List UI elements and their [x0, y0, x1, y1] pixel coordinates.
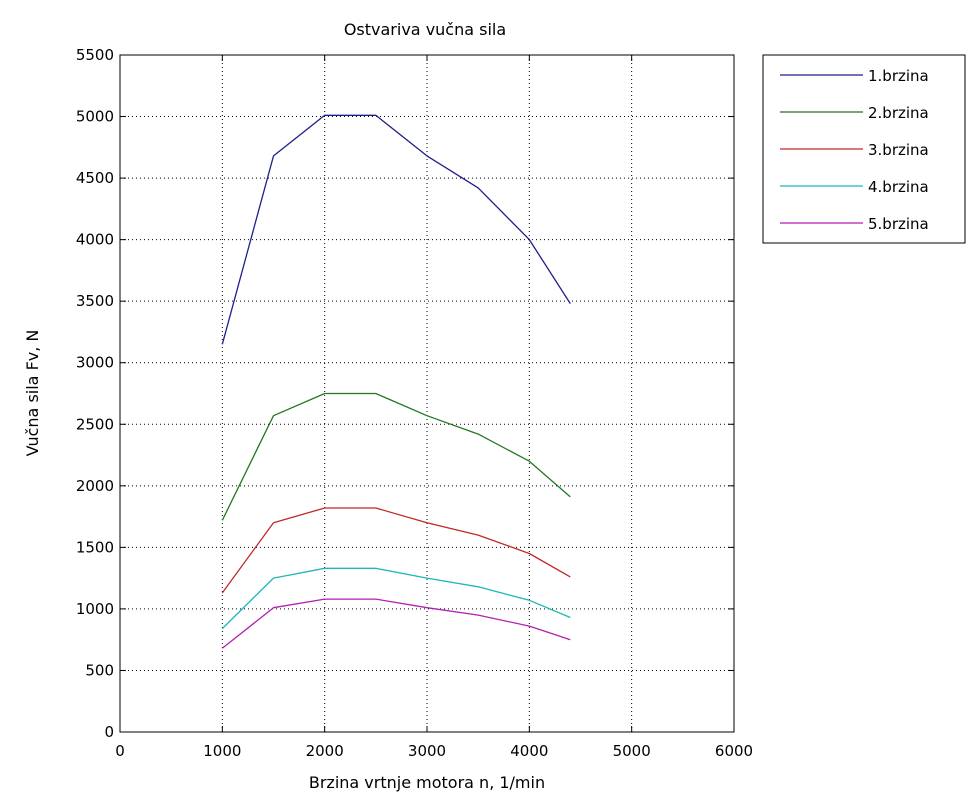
chart-title: Ostvariva vučna sila	[344, 20, 506, 39]
y-tick-label: 1500	[76, 538, 114, 556]
y-tick-label: 500	[85, 661, 114, 679]
series-line-1-brzina	[221, 114, 571, 345]
y-tick-label: 4500	[76, 169, 114, 187]
y-tick-label: 5000	[76, 108, 114, 126]
legend: 1.brzina 2.brzina 3.brzina 4.brzina 5.brzina	[762, 54, 966, 244]
legend-label: 5.brzina	[868, 215, 929, 233]
series-line-4-brzina	[221, 567, 571, 630]
x-axis-title: Brzina vrtnje motora n, 1/min	[309, 773, 545, 792]
y-tick-label: 1000	[76, 600, 114, 618]
y-tick-label: 4000	[76, 231, 114, 249]
legend-box	[762, 54, 966, 244]
y-tick-label: 3500	[76, 292, 114, 310]
y-tick-label: 0	[104, 723, 114, 741]
series-line-5-brzina	[221, 598, 571, 649]
x-tick-label: 3000	[408, 742, 446, 760]
y-tick-label: 2500	[76, 415, 114, 433]
x-tick-label: 6000	[715, 742, 753, 760]
series-line-2-brzina	[221, 392, 571, 521]
x-tick-label: 1000	[203, 742, 241, 760]
x-tick-label: 5000	[613, 742, 651, 760]
x-tick-label: 4000	[510, 742, 548, 760]
y-tick-label: 2000	[76, 477, 114, 495]
series-layer	[221, 114, 571, 649]
legend-label: 2.brzina	[868, 104, 929, 122]
y-axis-title: Vučna sila Fv, N	[23, 330, 42, 457]
x-tick-label: 0	[115, 742, 125, 760]
legend-label: 1.brzina	[868, 67, 929, 85]
y-axis-ticks: 0 500 1000 1500 2000 2500 3000 3500 4000 4500 5000…	[76, 46, 734, 741]
grid-lines	[120, 55, 734, 732]
y-tick-label: 5500	[76, 46, 114, 64]
series-line-3-brzina	[221, 507, 571, 594]
x-tick-label: 2000	[306, 742, 344, 760]
x-axis-ticks: 0 1000 2000 3000 4000 5000 6000	[115, 55, 753, 760]
y-tick-label: 3000	[76, 354, 114, 372]
legend-label: 3.brzina	[868, 141, 929, 159]
legend-label: 4.brzina	[868, 178, 929, 196]
